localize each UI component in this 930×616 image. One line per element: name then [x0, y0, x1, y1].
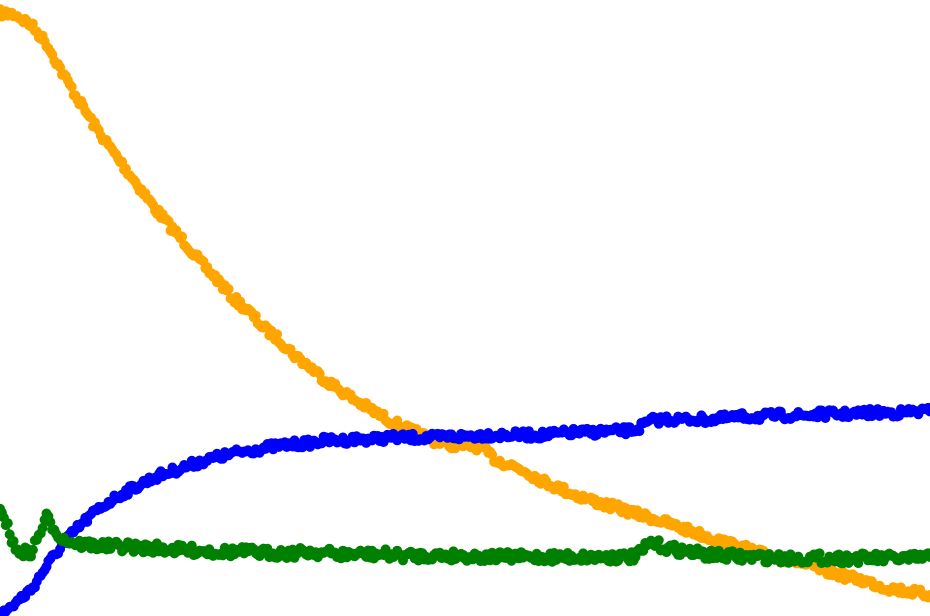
series-2-point: [27, 544, 38, 555]
series-2-point: [653, 535, 664, 546]
series-0-point: [66, 81, 77, 92]
series-2-point: [186, 540, 197, 551]
series-2-point: [814, 548, 825, 559]
series-2-point: [8, 536, 19, 547]
series-2-point: [853, 558, 864, 569]
series-0-point: [272, 329, 283, 340]
series-2-point: [925, 552, 930, 562]
series-0-point: [177, 231, 188, 242]
series-0-point: [223, 284, 234, 294]
series-1-point: [925, 406, 930, 417]
series-0-point: [925, 590, 930, 600]
series-2-point: [37, 523, 48, 533]
series-layer: [0, 4, 930, 616]
series-2-point: [45, 517, 56, 528]
series-2-point: [2, 518, 13, 529]
series-0: [0, 4, 930, 603]
series-2-point: [833, 549, 844, 560]
series-1-point: [634, 426, 645, 437]
series-1: [0, 402, 930, 616]
series-2: [0, 503, 930, 569]
series-1-point: [122, 489, 133, 500]
series-0-point: [250, 310, 261, 321]
